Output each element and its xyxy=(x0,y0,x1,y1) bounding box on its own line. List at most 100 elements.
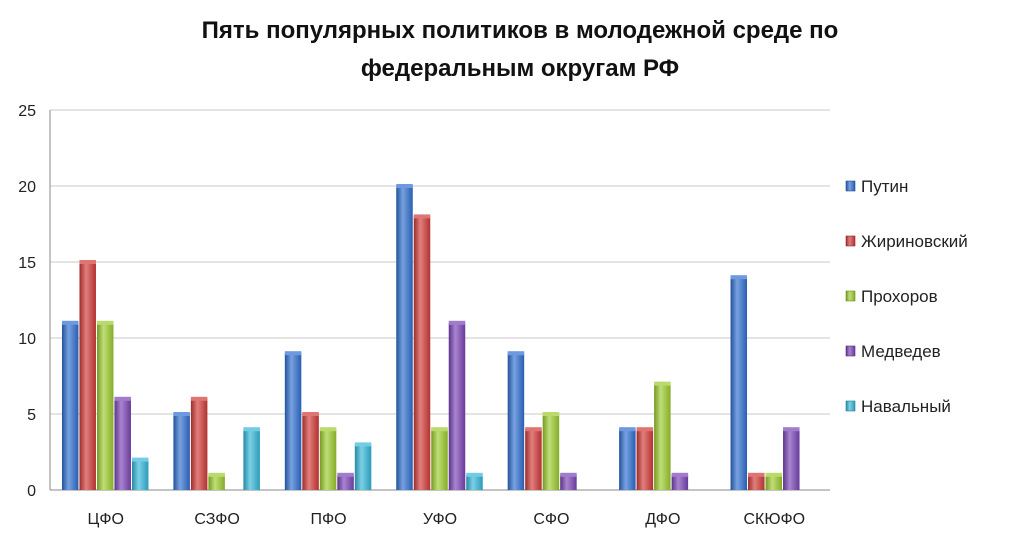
bar xyxy=(337,472,354,490)
bar xyxy=(79,260,96,490)
bar-cap xyxy=(61,320,79,325)
bar-cap xyxy=(208,472,225,477)
bar-cap xyxy=(748,472,765,477)
legend-item: Медведев xyxy=(845,342,941,361)
y-tick-label: 15 xyxy=(18,255,36,272)
bar-body xyxy=(396,186,413,490)
bar-body xyxy=(431,429,448,490)
bar-body xyxy=(765,474,783,490)
bar-cap xyxy=(96,320,114,325)
bar xyxy=(114,396,131,490)
y-tick-label: 10 xyxy=(18,331,36,348)
legend-item: Прохоров xyxy=(845,287,938,306)
legend-swatch xyxy=(845,235,856,247)
bar-body xyxy=(208,474,225,490)
y-tick-label: 5 xyxy=(27,407,36,424)
y-tick-label: 0 xyxy=(27,483,36,500)
bar xyxy=(507,351,525,490)
bar-body xyxy=(302,414,319,490)
bar xyxy=(748,472,765,490)
bar-body xyxy=(284,353,302,490)
bar xyxy=(431,427,448,490)
bar-body xyxy=(542,414,560,490)
bar-body xyxy=(413,216,431,490)
x-category-label: СКЮФО xyxy=(743,511,805,528)
legend-swatch xyxy=(845,290,856,302)
legend-label: Жириновский xyxy=(861,232,968,251)
bar-cap xyxy=(636,427,654,432)
bar xyxy=(765,472,783,490)
bar xyxy=(560,472,577,490)
bar-cap xyxy=(131,457,149,462)
bar xyxy=(208,472,225,490)
bar xyxy=(354,442,372,490)
bar xyxy=(413,214,431,490)
bar-body xyxy=(319,429,337,490)
legend-label: Прохоров xyxy=(861,287,938,306)
bar-cap xyxy=(619,427,636,432)
bar xyxy=(654,381,671,490)
bar-body xyxy=(337,474,354,490)
bar-cap xyxy=(284,351,302,356)
bar-cap xyxy=(354,442,372,447)
y-tick-label: 25 xyxy=(18,103,36,120)
x-category-label: УФО xyxy=(423,511,457,528)
bar-body xyxy=(79,262,96,490)
x-category-label: ЦФО xyxy=(87,511,123,528)
bar xyxy=(61,320,79,490)
x-category-label: СФО xyxy=(533,511,569,528)
bar xyxy=(619,427,636,490)
chart-title: Пять популярных политиков в молодежной с… xyxy=(140,12,900,88)
bar-cap xyxy=(730,275,748,280)
bar-body xyxy=(783,429,800,490)
bar xyxy=(783,427,800,490)
bar-cap xyxy=(337,472,354,477)
bar-body xyxy=(560,474,577,490)
bar-body xyxy=(466,474,483,490)
legend: Путин Жириновский Прохоров Медведев Навальны… xyxy=(845,177,968,416)
bar-cap xyxy=(190,396,208,401)
bar-body xyxy=(507,353,525,490)
bar-body xyxy=(525,429,542,490)
legend-label: Медведев xyxy=(861,342,941,361)
bar-cap xyxy=(507,351,525,356)
x-category-label: ДФО xyxy=(645,511,680,528)
bar xyxy=(284,351,302,490)
chart-title-line-2: федеральным округам РФ xyxy=(360,55,680,82)
bar xyxy=(448,320,466,490)
legend-swatch xyxy=(845,180,856,192)
bar-body xyxy=(190,398,208,490)
legend-item: Жириновский xyxy=(845,232,968,251)
legend-label: Навальный xyxy=(861,397,951,416)
legend-swatch xyxy=(845,400,856,412)
bar-cap xyxy=(765,472,783,477)
y-tick-label: 20 xyxy=(18,179,36,196)
bar-cap xyxy=(466,472,483,477)
bar-cap xyxy=(79,260,96,264)
bar-body xyxy=(448,322,466,490)
bar-cap xyxy=(448,320,466,325)
bar xyxy=(319,427,337,490)
x-category-labels: ЦФО СЗФО ПФО УФО СФО ДФО СКЮФО xyxy=(87,511,805,528)
legend-swatch xyxy=(845,345,856,357)
bar-cap xyxy=(243,427,260,432)
bar-cap xyxy=(560,472,577,477)
bar-body xyxy=(96,322,114,490)
bar-body xyxy=(61,322,79,490)
bar-body xyxy=(636,429,654,490)
bar-cap xyxy=(319,427,337,432)
bar xyxy=(396,184,413,490)
bar-cap xyxy=(654,381,671,386)
bar xyxy=(636,427,654,490)
y-tick-labels: 0 5 10 15 20 25 xyxy=(18,103,36,500)
bar-body xyxy=(619,429,636,490)
bar xyxy=(131,457,149,490)
bar-body xyxy=(654,383,671,490)
bar-cap xyxy=(114,396,131,401)
bar-cap xyxy=(542,412,560,416)
bar-body xyxy=(131,459,149,490)
bar xyxy=(730,275,748,490)
bar-cap xyxy=(413,214,431,219)
